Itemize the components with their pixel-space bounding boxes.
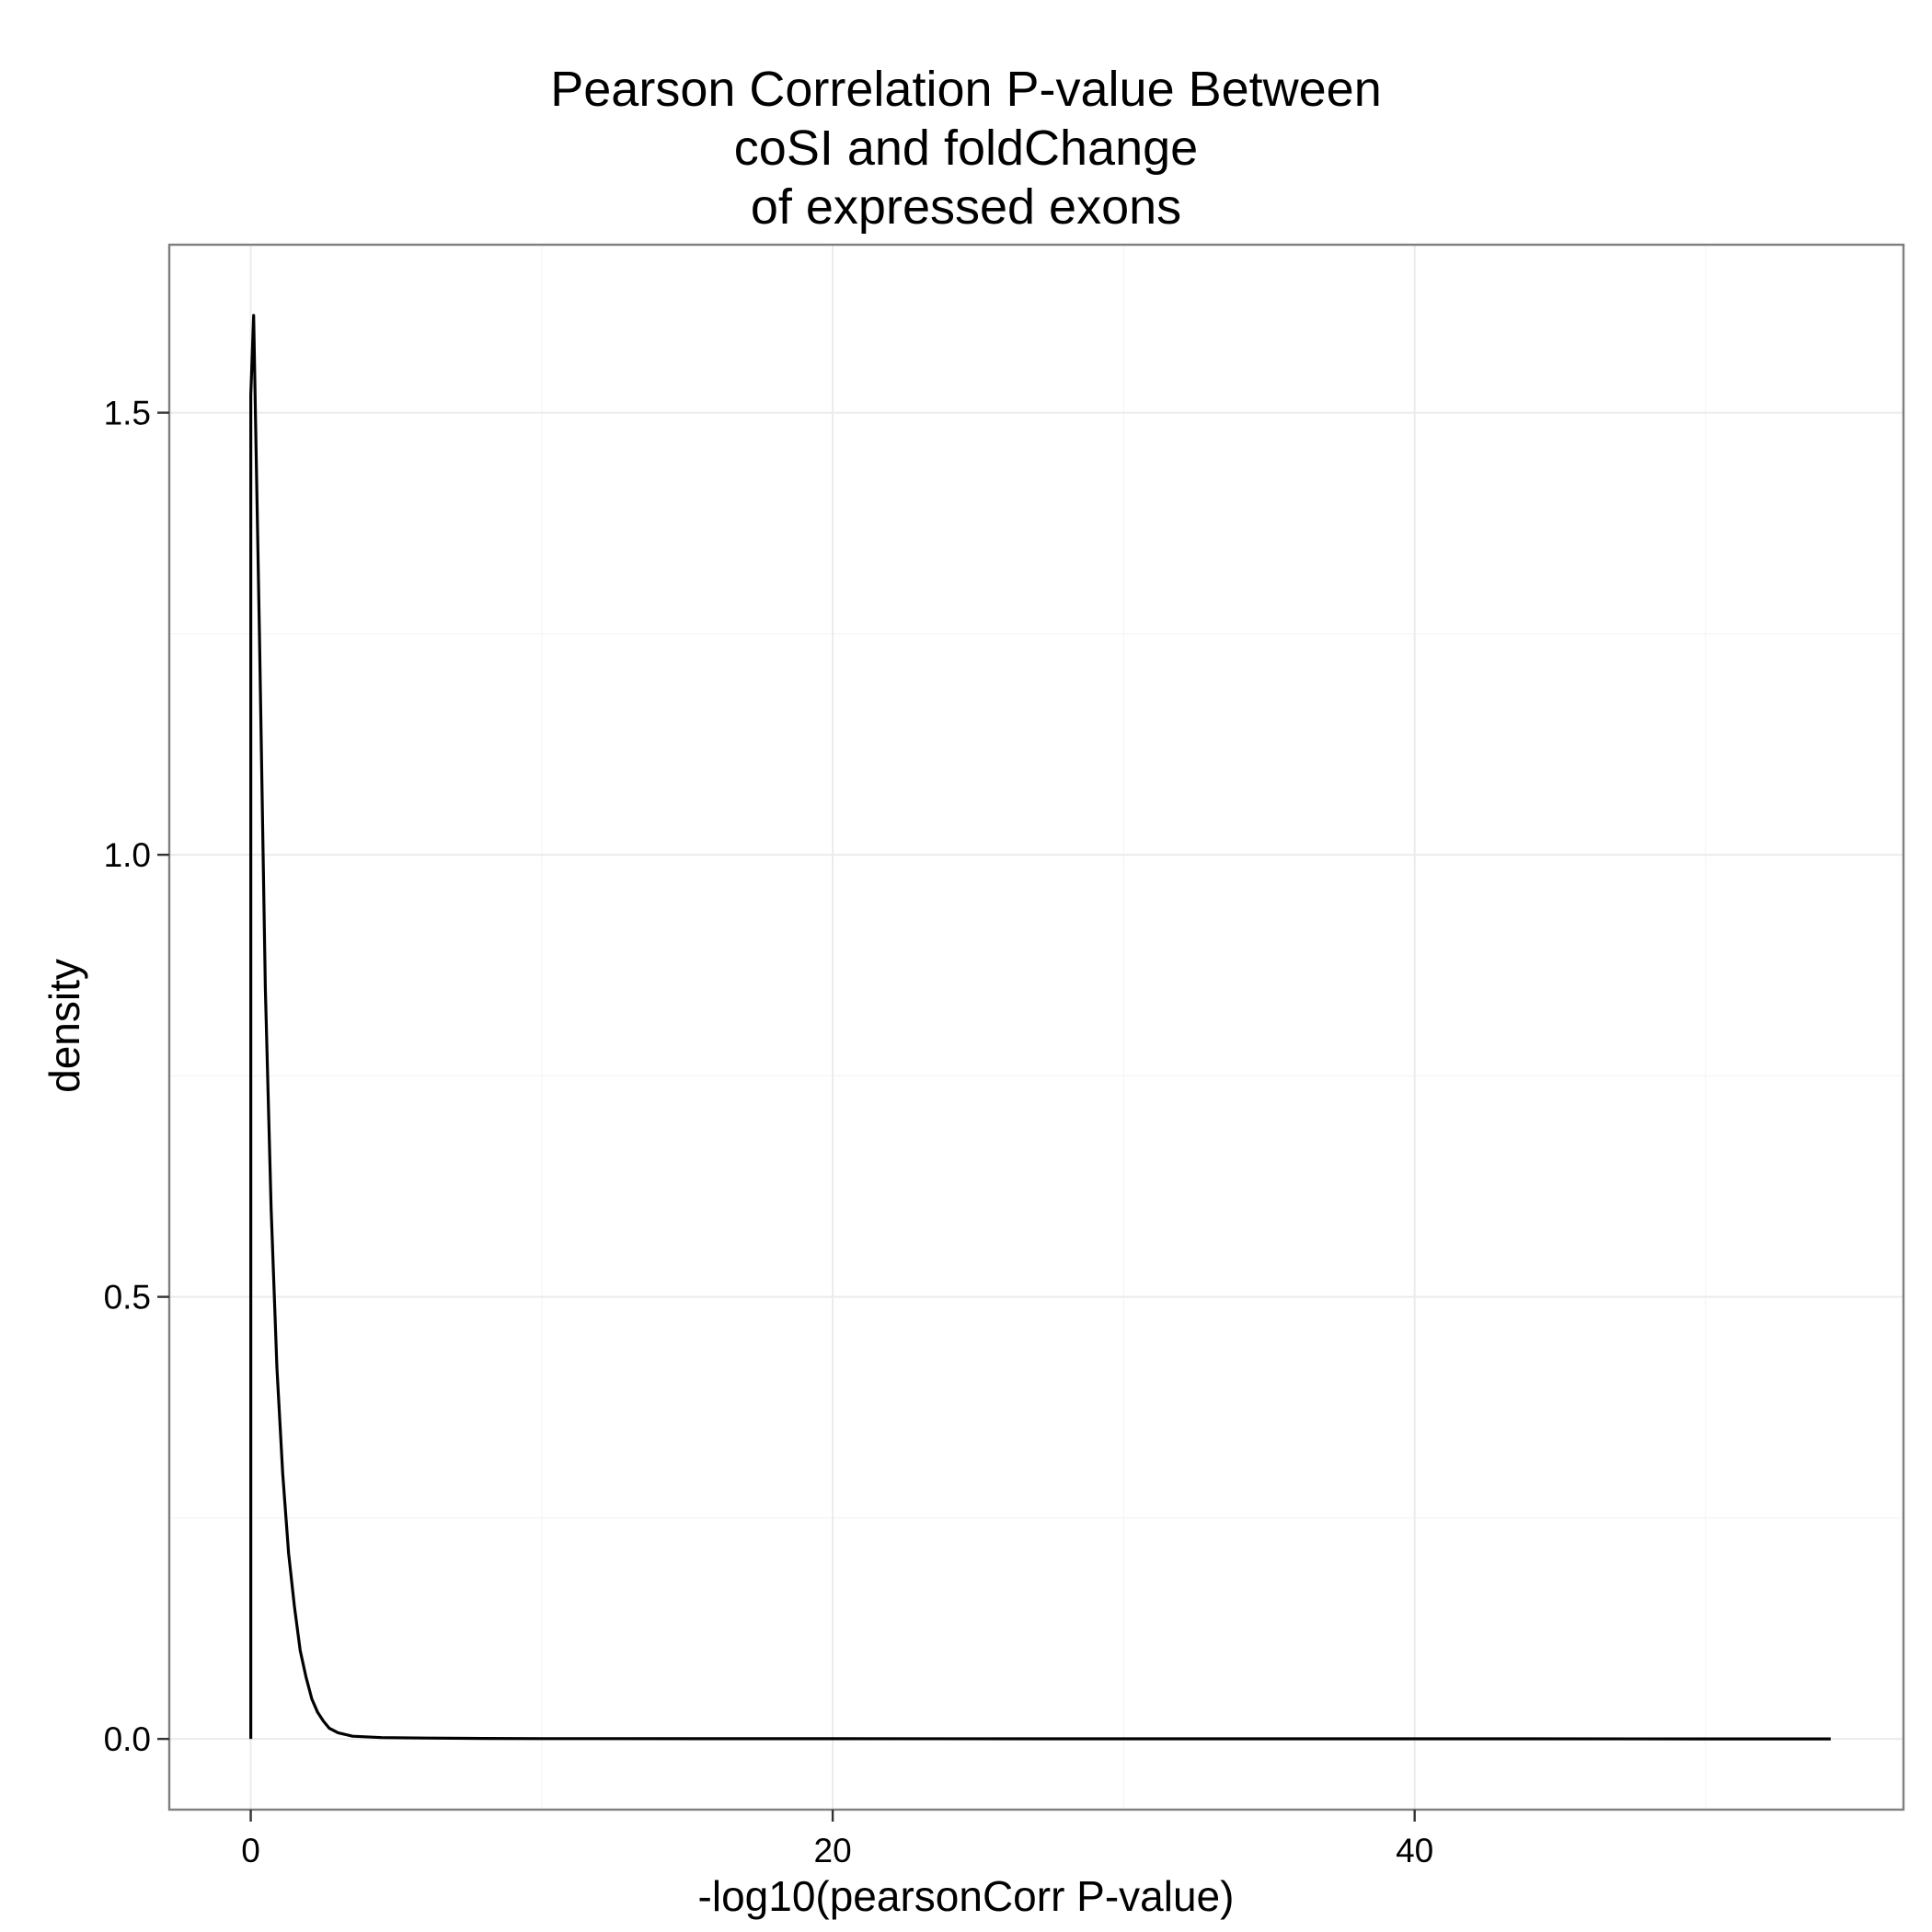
y-tick-label: 1.5 bbox=[104, 395, 151, 432]
density-line bbox=[249, 314, 1831, 1741]
series-layer bbox=[249, 314, 1831, 1741]
y-tick-label: 0.5 bbox=[104, 1279, 151, 1317]
y-tick-label: 0.0 bbox=[104, 1720, 151, 1758]
x-tick-label: 0 bbox=[241, 1832, 260, 1869]
axes: 0.0 0.5 1.0 1.5 0 20 40 bbox=[104, 395, 1434, 1869]
y-tick-label: 1.0 bbox=[104, 836, 151, 874]
chart-title-line-3: of expressed exons bbox=[750, 179, 1182, 235]
chart-title-line-1: Pearson Correlation P-value Between bbox=[550, 62, 1382, 117]
panel-border bbox=[167, 243, 1905, 1811]
x-tick-label: 40 bbox=[1396, 1832, 1433, 1869]
chart-title-line-2: coSI and foldChange bbox=[733, 121, 1199, 176]
y-axis-title: density bbox=[40, 959, 88, 1093]
grid bbox=[169, 245, 1903, 1810]
x-tick-label: 20 bbox=[814, 1832, 852, 1869]
x-axis-title: -log10(pearsonCorr P-value) bbox=[697, 1872, 1235, 1920]
